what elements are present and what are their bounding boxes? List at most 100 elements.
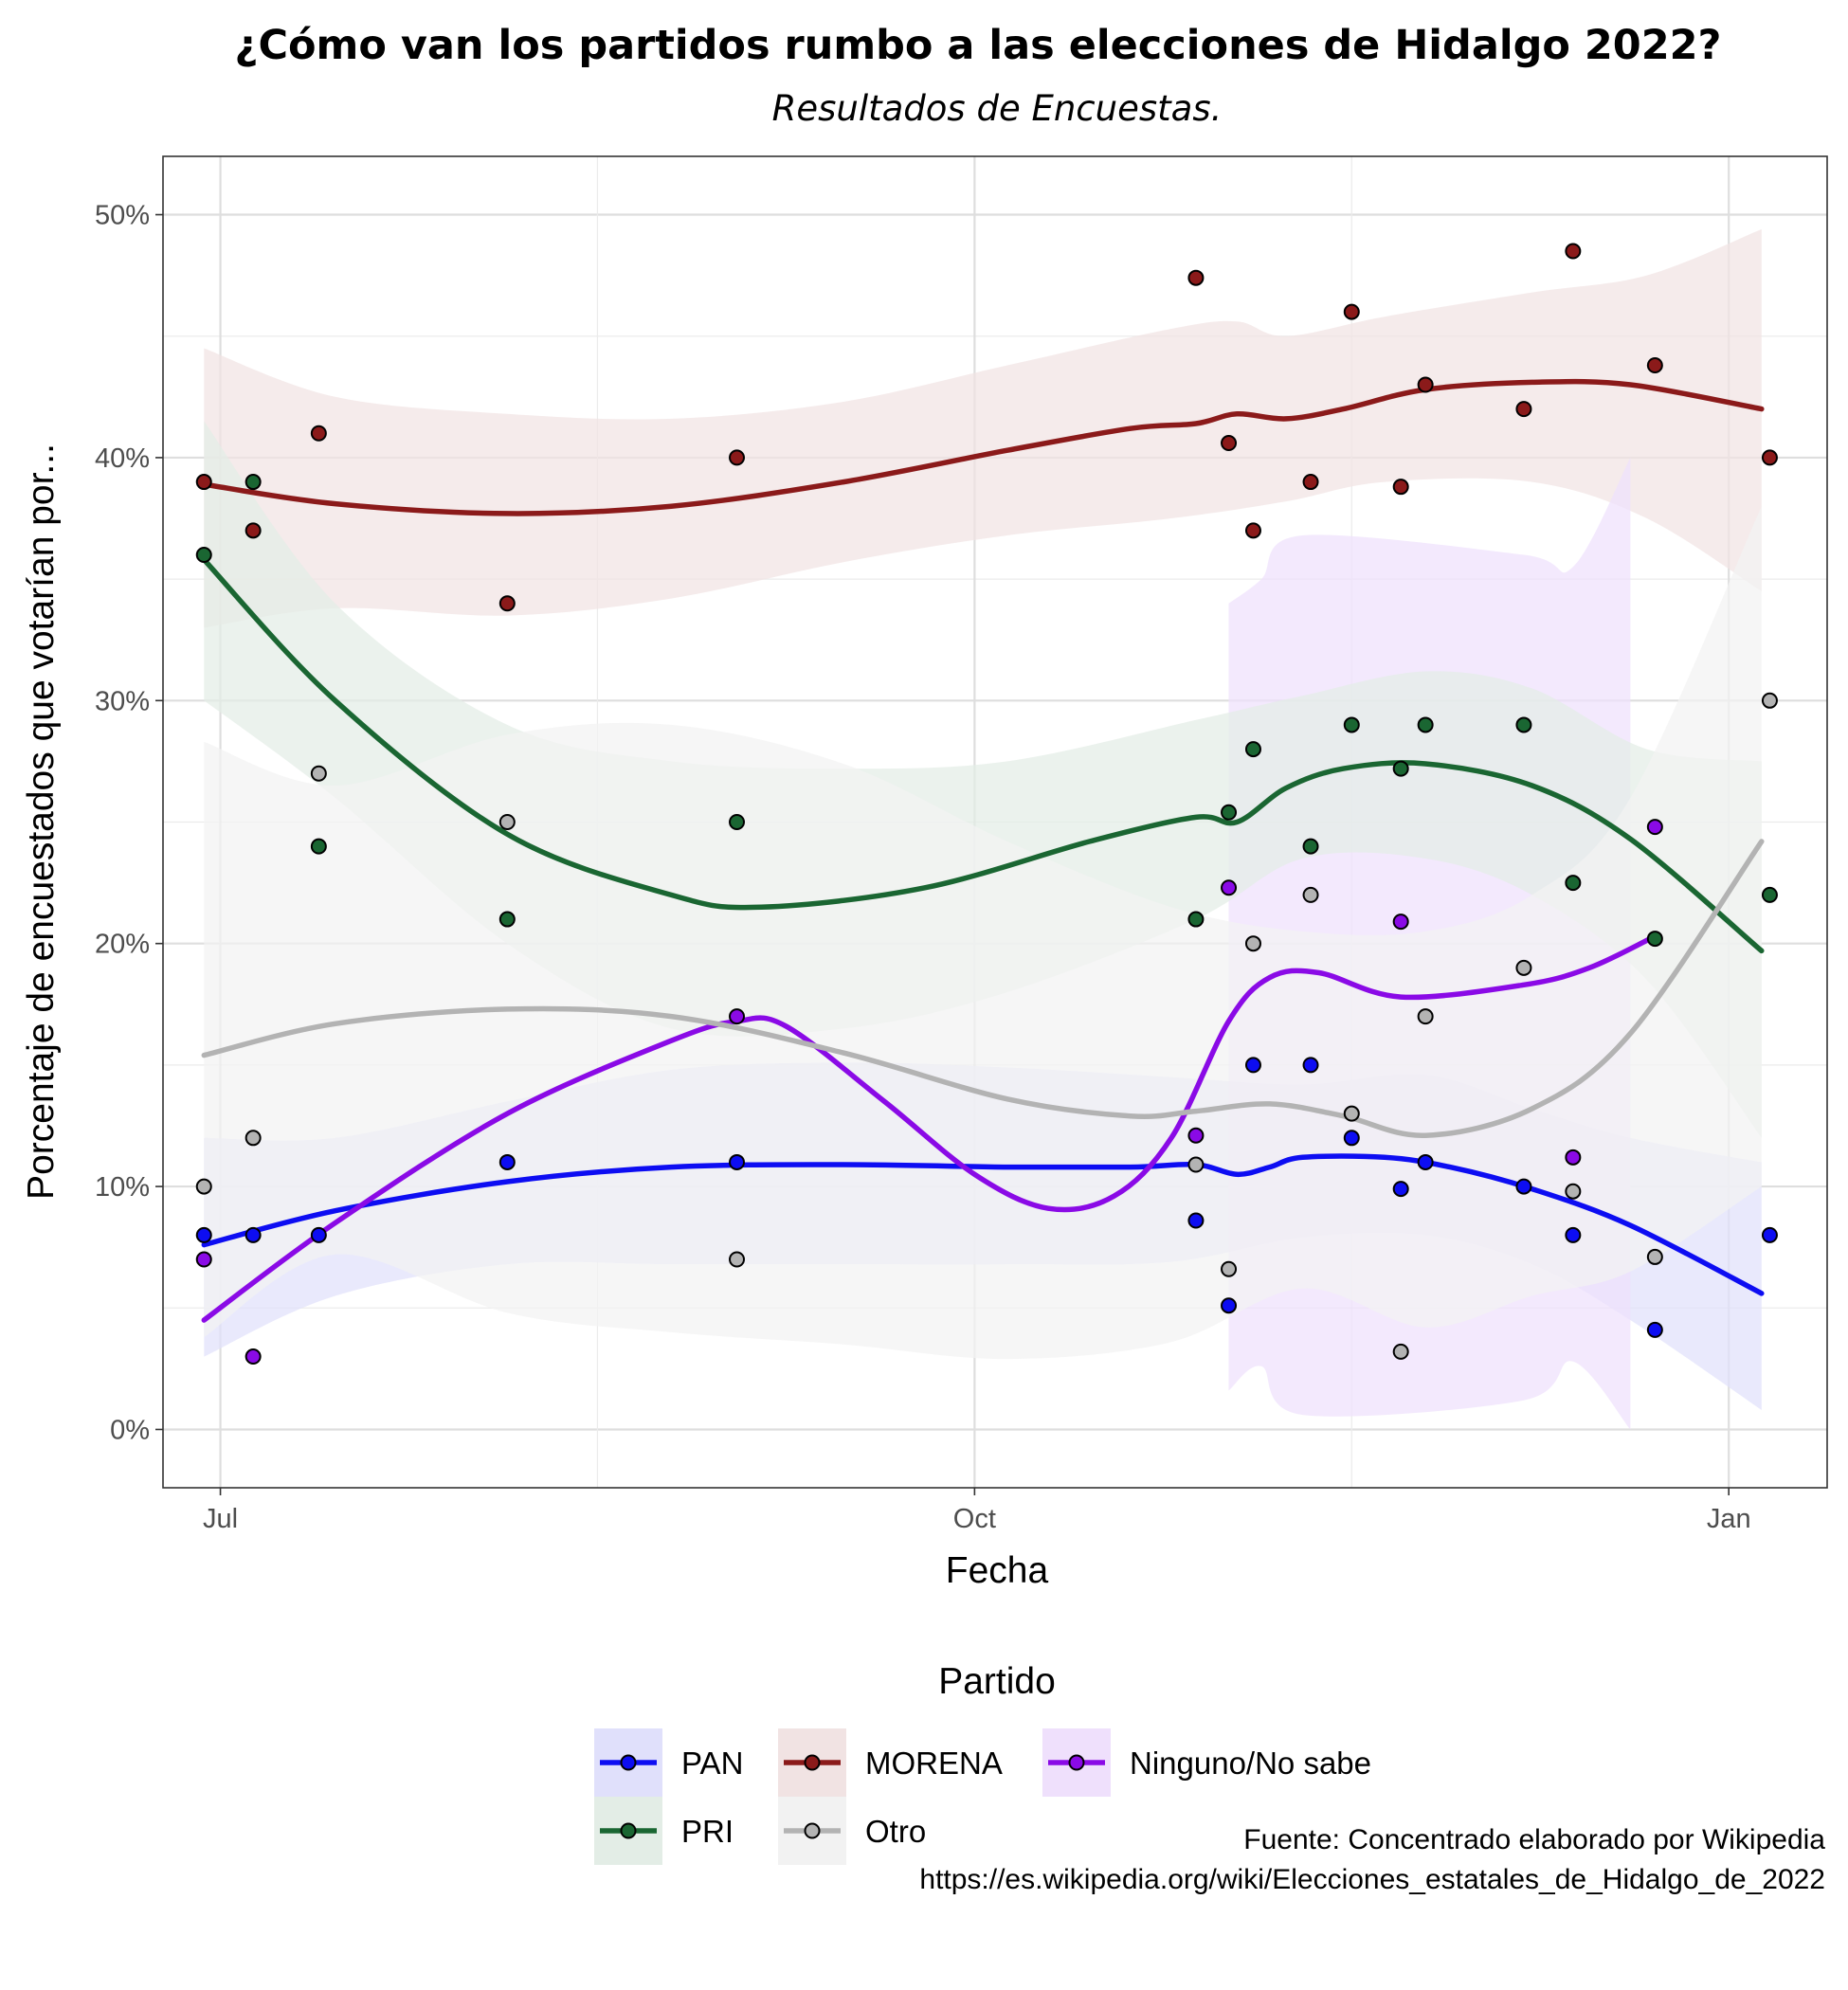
point-pan	[729, 1153, 746, 1170]
legend-key-point	[620, 1822, 637, 1839]
data-points	[195, 243, 1778, 1366]
point-pan	[195, 1226, 212, 1243]
y-tick-label: 20%	[95, 930, 150, 960]
point-pri	[1646, 931, 1663, 948]
point-pri	[310, 838, 327, 855]
point-pri	[1417, 716, 1434, 733]
point-morena	[1761, 449, 1778, 466]
point-otro	[1646, 1248, 1663, 1265]
point-otro	[1302, 886, 1319, 903]
point-morena	[1302, 474, 1319, 491]
point-ninguno-no-sabe	[1187, 1127, 1205, 1144]
trend-morena	[201, 378, 1765, 516]
point-pri	[498, 911, 516, 928]
point-ninguno-no-sabe	[1646, 819, 1663, 836]
point-pri	[729, 814, 746, 830]
point-otro	[245, 1130, 262, 1147]
point-otro	[729, 1251, 746, 1268]
point-pan	[1417, 1153, 1434, 1170]
trend-otro	[201, 839, 1765, 1138]
point-otro	[1244, 935, 1261, 952]
point-pan	[1392, 1181, 1409, 1198]
point-morena	[1187, 269, 1205, 286]
x-axis-title: Fecha	[946, 1550, 1049, 1591]
band-otro	[204, 506, 1762, 1360]
x-tick-label: Oct	[953, 1504, 996, 1534]
chart-title: ¿Cómo van los partidos rumbo a las elecc…	[235, 22, 1722, 69]
legend-key-point	[1068, 1754, 1085, 1771]
point-pan	[1302, 1057, 1319, 1074]
point-morena	[1646, 356, 1663, 373]
legend-label: MORENA	[865, 1746, 1003, 1781]
legend-label: Otro	[865, 1814, 926, 1849]
point-pan	[1565, 1226, 1582, 1243]
point-pri	[1515, 716, 1532, 733]
legend-item-morena: MORENA	[778, 1728, 1003, 1797]
confidence-bands	[204, 228, 1762, 1430]
legend-label: Ninguno/No sabe	[1130, 1746, 1371, 1781]
point-ninguno-no-sabe	[1565, 1149, 1582, 1166]
point-otro	[498, 814, 516, 830]
point-morena	[245, 522, 262, 539]
point-otro	[1343, 1105, 1360, 1122]
caption-url: https://es.wikipedia.org/wiki/Elecciones…	[919, 1864, 1825, 1895]
y-tick-label: 40%	[95, 443, 150, 474]
point-pri	[1302, 838, 1319, 855]
point-ninguno-no-sabe	[245, 1348, 262, 1366]
trend-ninguno-no-sabe	[201, 933, 1658, 1323]
point-pan	[1761, 1226, 1778, 1243]
point-morena	[1515, 401, 1532, 418]
x-axis-ticks: Jul Oct Jan	[203, 1488, 1751, 1534]
y-tick-label: 10%	[95, 1172, 150, 1203]
legend-key-point	[804, 1822, 821, 1839]
point-otro	[1392, 1343, 1409, 1360]
caption-source: Fuente: Concentrado elaborado por Wikipe…	[1243, 1824, 1825, 1855]
point-otro	[310, 765, 327, 782]
point-pan	[1646, 1321, 1663, 1338]
point-pri	[195, 546, 212, 563]
y-axis-ticks: 0% 10% 20% 30% 40% 50%	[95, 201, 163, 1445]
point-ninguno-no-sabe	[729, 1008, 746, 1025]
y-tick-label: 0%	[110, 1415, 150, 1445]
legend-key-point	[620, 1754, 637, 1771]
trend-pan	[201, 1153, 1765, 1296]
point-pan	[1343, 1130, 1360, 1147]
legend-item-ninguno-no-sabe: Ninguno/No sabe	[1042, 1728, 1371, 1797]
x-tick-label: Jan	[1707, 1504, 1751, 1534]
trend-pri	[201, 556, 1765, 954]
trend-lines	[201, 378, 1765, 1323]
point-pan	[498, 1153, 516, 1170]
point-pri	[1221, 804, 1238, 821]
point-pan	[1187, 1212, 1205, 1229]
legend-item-pri: PRI	[594, 1797, 734, 1865]
chart-subtitle: Resultados de Encuestas.	[772, 88, 1223, 129]
point-otro	[1187, 1156, 1205, 1173]
x-tick-label: Jul	[203, 1504, 238, 1534]
point-pan	[310, 1226, 327, 1243]
legend-label: PAN	[681, 1746, 743, 1781]
point-pan	[1515, 1178, 1532, 1195]
y-tick-label: 30%	[95, 686, 150, 716]
point-otro	[1565, 1183, 1582, 1200]
point-otro	[1761, 692, 1778, 709]
point-morena	[1343, 303, 1360, 320]
legend-item-pan: PAN	[594, 1728, 743, 1797]
point-pri	[1187, 911, 1205, 928]
point-morena	[1244, 522, 1261, 539]
y-tick-label: 50%	[95, 201, 150, 231]
point-pri	[1244, 741, 1261, 758]
point-morena	[498, 595, 516, 612]
band-morena	[204, 228, 1762, 628]
point-morena	[729, 449, 746, 466]
point-pri	[1392, 760, 1409, 777]
point-pri	[1565, 875, 1582, 892]
point-otro	[195, 1178, 212, 1195]
point-morena	[195, 474, 212, 491]
legend-label: PRI	[681, 1814, 734, 1849]
point-morena	[1417, 376, 1434, 393]
point-ninguno-no-sabe	[1392, 914, 1409, 931]
point-morena	[1221, 435, 1238, 452]
point-otro	[1417, 1008, 1434, 1025]
point-pri	[245, 474, 262, 491]
